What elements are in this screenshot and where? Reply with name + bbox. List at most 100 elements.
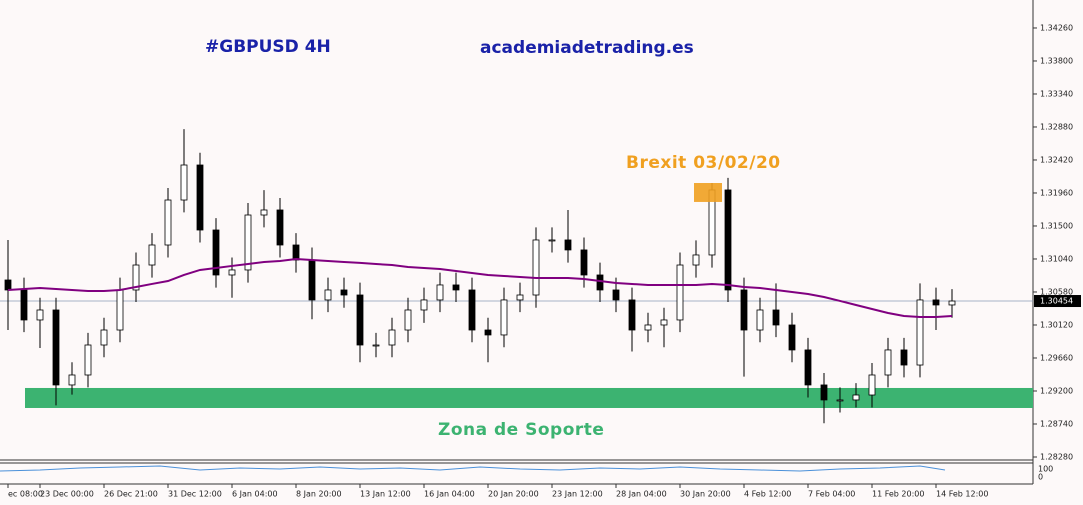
candle-body	[644, 324, 652, 331]
chart-title: #GBPUSD 4H	[205, 37, 331, 57]
x-tick-label: ec 08:00	[8, 490, 43, 499]
x-tick-label: 28 Jan 04:00	[616, 490, 667, 499]
candle-body	[180, 164, 188, 201]
candle-body	[372, 344, 380, 347]
candle-body	[164, 199, 172, 246]
highlight-box	[694, 183, 722, 202]
candle-body	[4, 279, 12, 291]
candle-body	[276, 209, 284, 246]
candle-body	[756, 309, 764, 331]
annotation: Brexit 03/02/20	[626, 153, 781, 173]
candle-body	[532, 239, 540, 296]
candle-body	[468, 289, 476, 331]
current-price-label: 1.30454	[1040, 297, 1073, 306]
y-tick-label: 1.32420	[1040, 155, 1073, 164]
candle-body	[564, 239, 572, 251]
candle-body	[772, 309, 780, 326]
x-tick-label: 7 Feb 04:00	[808, 490, 855, 499]
candle-body	[260, 209, 268, 216]
candle-body	[212, 229, 220, 276]
candle-body	[628, 299, 636, 331]
candle-body	[660, 319, 668, 326]
x-tick-label: 23 Jan 12:00	[552, 490, 603, 499]
candle-body	[596, 274, 604, 291]
candle-body	[228, 269, 236, 276]
support-zone	[25, 387, 1033, 408]
candle-body	[100, 329, 108, 346]
candle-body	[196, 164, 204, 231]
y-tick-label: 1.31960	[1040, 188, 1073, 197]
indicator-line	[0, 465, 946, 472]
candle-body	[36, 309, 44, 321]
candle-body	[132, 264, 140, 291]
y-tick-label: 1.29660	[1040, 353, 1073, 362]
x-tick-label: 13 Jan 12:00	[360, 490, 411, 499]
x-tick-label: 23 Dec 00:00	[40, 490, 94, 499]
x-tick-label: 20 Jan 20:00	[488, 490, 539, 499]
candle-body	[868, 374, 876, 396]
candle-body	[900, 349, 908, 366]
y-tick-label: 1.30580	[1040, 287, 1073, 296]
candle-body	[580, 249, 588, 276]
candle-body	[788, 324, 796, 351]
y-tick-label: 1.31500	[1040, 221, 1073, 230]
x-tick-label: 8 Jan 20:00	[296, 490, 342, 499]
candle-body	[548, 239, 556, 242]
candle-body	[324, 289, 332, 301]
y-tick-label: 1.32880	[1040, 122, 1073, 131]
candle-body	[884, 349, 892, 376]
x-tick-label: 30 Jan 20:00	[680, 490, 731, 499]
candle-body	[20, 289, 28, 321]
candle-body	[148, 244, 156, 266]
candle-body	[516, 294, 524, 301]
candle-body	[84, 344, 92, 376]
candle-body	[308, 259, 316, 301]
candle-body	[340, 289, 348, 296]
x-tick-label: 31 Dec 12:00	[168, 490, 222, 499]
y-tick-label: 1.30120	[1040, 320, 1073, 329]
x-tick-label: 26 Dec 21:00	[104, 490, 158, 499]
y-tick-label: 1.28740	[1040, 419, 1073, 428]
candle-body	[244, 214, 252, 271]
candle-body	[692, 254, 700, 266]
x-tick-label: 4 Feb 12:00	[744, 490, 791, 499]
y-tick-label: 1.34260	[1040, 23, 1073, 32]
candle-body	[820, 384, 828, 401]
candle-body	[420, 299, 428, 311]
candle-body	[436, 284, 444, 301]
y-tick-label: 1.33340	[1040, 89, 1073, 98]
x-tick-label: 11 Feb 20:00	[872, 490, 924, 499]
candle-body	[452, 284, 460, 291]
y-tick-label: 1.31040	[1040, 254, 1073, 263]
candle-body	[804, 349, 812, 386]
candle-body	[724, 189, 732, 291]
x-tick-label: 16 Jan 04:00	[424, 490, 475, 499]
candle-body	[484, 329, 492, 336]
candle-body	[852, 394, 860, 401]
x-tick-label: 14 Feb 12:00	[936, 490, 988, 499]
candle-body	[116, 289, 124, 331]
candle-body	[740, 289, 748, 331]
candle-body	[932, 299, 940, 306]
annotation: Zona de Soporte	[438, 420, 604, 440]
candle-body	[52, 309, 60, 386]
candle-body	[356, 294, 364, 346]
candle-body	[676, 264, 684, 321]
candle-body	[948, 300, 956, 306]
candle-body	[404, 309, 412, 331]
candle-body	[836, 399, 844, 402]
candle-body	[68, 374, 76, 386]
y-tick-label: 1.28280	[1040, 452, 1073, 461]
candle-body	[388, 329, 396, 346]
price-label-box	[1034, 295, 1081, 308]
candle-body	[500, 299, 508, 336]
candle-body	[612, 289, 620, 301]
indicator-tick-label: 100	[1038, 465, 1053, 474]
y-tick-label: 1.29200	[1040, 386, 1073, 395]
chart-subtitle: academiadetrading.es	[480, 38, 694, 58]
candle-body	[292, 244, 300, 261]
candle-body	[916, 299, 924, 366]
moving-average	[7, 257, 953, 318]
indicator-tick-label: 0	[1038, 473, 1043, 482]
